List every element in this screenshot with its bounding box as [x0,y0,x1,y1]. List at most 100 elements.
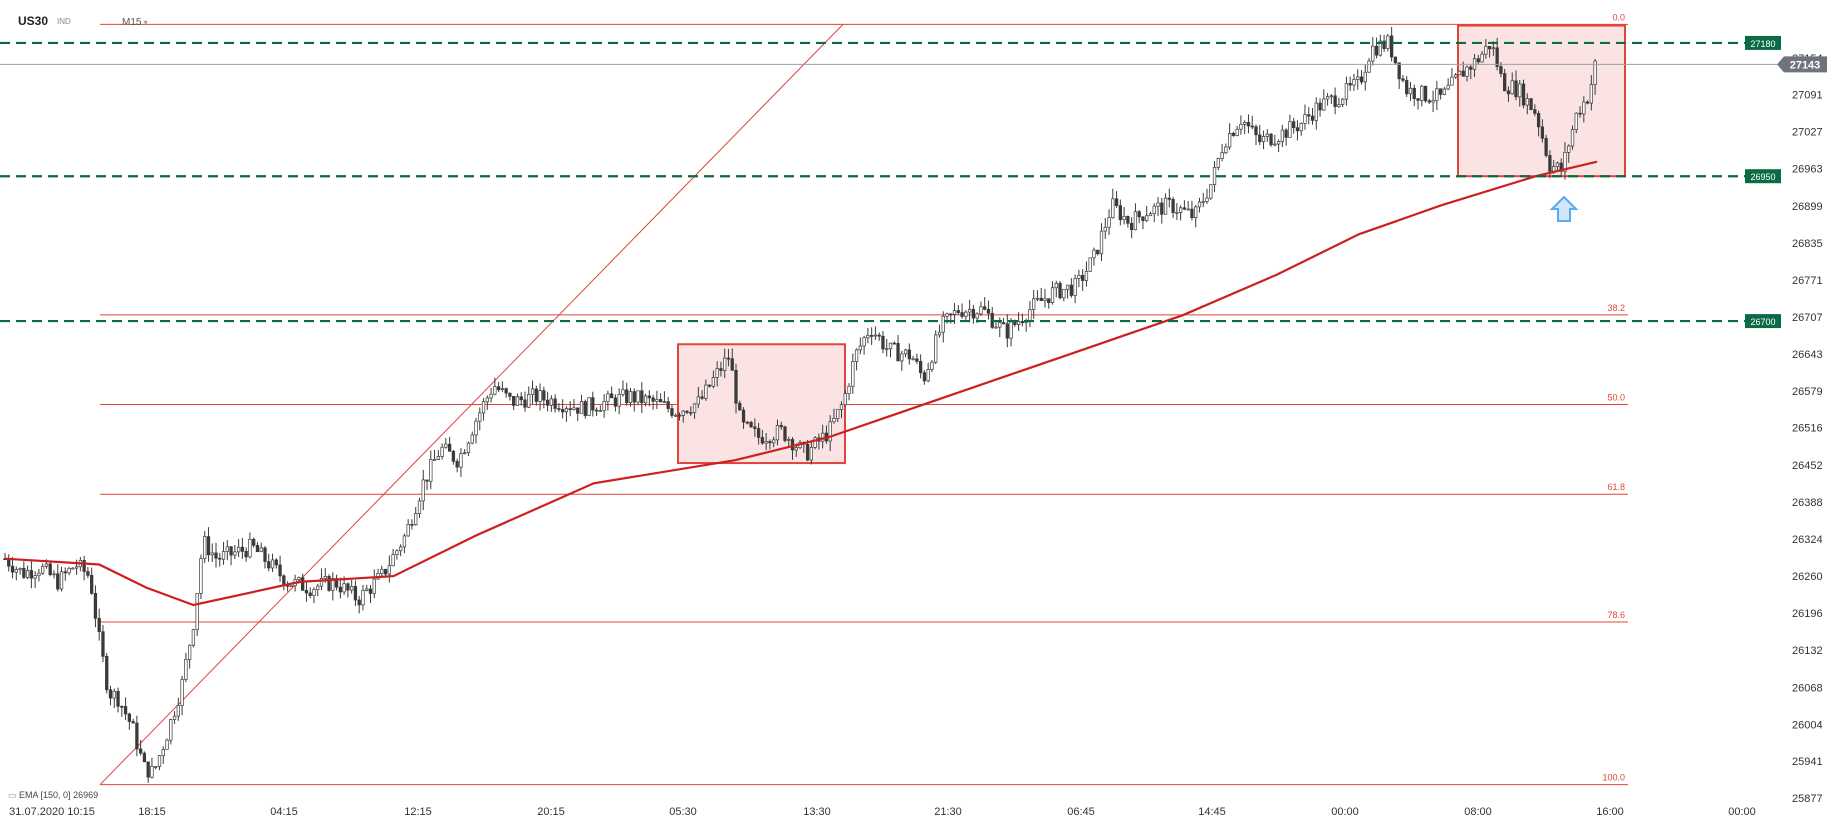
candle-down [583,401,587,416]
candle-down [206,536,211,556]
candle-down [651,397,655,402]
candle-down [561,409,565,413]
candle-up [715,368,719,378]
timeframe-label: M15 [122,17,142,28]
candle-up [176,705,180,717]
candle-down [1585,101,1590,104]
candle-up [926,369,930,382]
candle-down [640,390,644,404]
candle-up [154,766,158,768]
candle-up [387,565,391,575]
candle-down [922,372,927,382]
candle-down [1047,298,1051,303]
candle-up [1367,60,1371,73]
time-tick: 20:15 [537,806,565,818]
candle-down [557,408,561,410]
timeframe-selector[interactable]: M15 ▾ [122,17,148,28]
candle-up [994,326,998,329]
candle-up [199,558,203,594]
candle-down [10,565,15,573]
time-tick: 06:45 [1067,806,1095,818]
candle-down [48,563,52,576]
price-tick: 26771 [1792,275,1823,287]
candle-down [670,408,674,416]
candle-down [1533,109,1537,114]
candle-up [839,404,844,410]
candle-down [1476,58,1480,63]
price-tick: 26579 [1792,386,1823,398]
candle-up [602,401,606,411]
candle-down [1295,127,1300,132]
candle-down [308,592,312,596]
candle-up [945,313,949,317]
candle-up [391,554,395,567]
candle-up [1341,98,1345,105]
candle-up [225,546,229,552]
candle-up [1574,112,1578,130]
candle-up [975,313,979,319]
fib-label: 38.2 [1607,303,1625,313]
candle-up [1525,98,1529,106]
candle-down [1416,98,1420,101]
candle-up [1273,143,1277,146]
candlesticks [3,26,1597,783]
candle-down [730,358,734,371]
trendline-layer [99,24,844,786]
candle-down [90,575,94,594]
candle-up [1220,152,1224,159]
up-arrow-icon [1549,195,1579,222]
candle-up [172,715,177,720]
candle-up [191,629,196,646]
candle-down [1160,202,1164,215]
candle-up [903,349,908,355]
candle-down [756,428,761,438]
candle-down [734,370,738,404]
candle-down [496,386,501,391]
candle-up [1194,206,1198,218]
candle-down [425,479,429,482]
candle-up [772,439,776,444]
axes: 2715427091270272696326899268352677126707… [9,53,1827,818]
candle-up [1442,88,1447,95]
indicator-legend[interactable]: ▭ EMA [150, 0] 26969 [8,790,98,801]
candle-down [327,576,331,591]
candle-up [866,335,870,339]
symbol-label[interactable]: US30 [18,14,49,28]
candle-up [466,442,471,454]
candle-up [436,456,440,460]
candle-up [1435,88,1439,101]
candle-up [489,393,493,399]
candle-up [628,391,633,403]
candle-up [74,566,79,569]
candle-down [1114,198,1119,206]
indicator-name: EMA [150, 0] [19,790,71,800]
candle-down [105,656,109,691]
candle-down [534,388,538,402]
candle-down [29,570,34,579]
candle-down [263,547,267,562]
ema-line [4,160,1598,607]
candle-up [1077,275,1081,279]
candle-up [587,397,591,416]
candle-up [233,551,237,556]
candle-up [821,432,825,442]
candle-up [794,447,798,451]
candle-down [346,583,350,591]
level-tag [1745,314,1781,329]
candle-down [647,395,651,399]
candle-up [236,546,241,553]
candle-up [764,441,768,444]
candle-up [696,396,700,405]
time-tick: 13:30 [803,806,831,818]
candle-up [395,550,399,555]
candle-down [753,426,757,429]
candle-down [907,349,911,360]
candle-up [530,388,535,395]
candle-up [1344,83,1349,100]
candle-up [1589,84,1593,104]
candle-down [1318,102,1322,111]
candle-down [1348,83,1352,86]
candle-down [1310,115,1315,121]
candle-up [429,459,433,482]
